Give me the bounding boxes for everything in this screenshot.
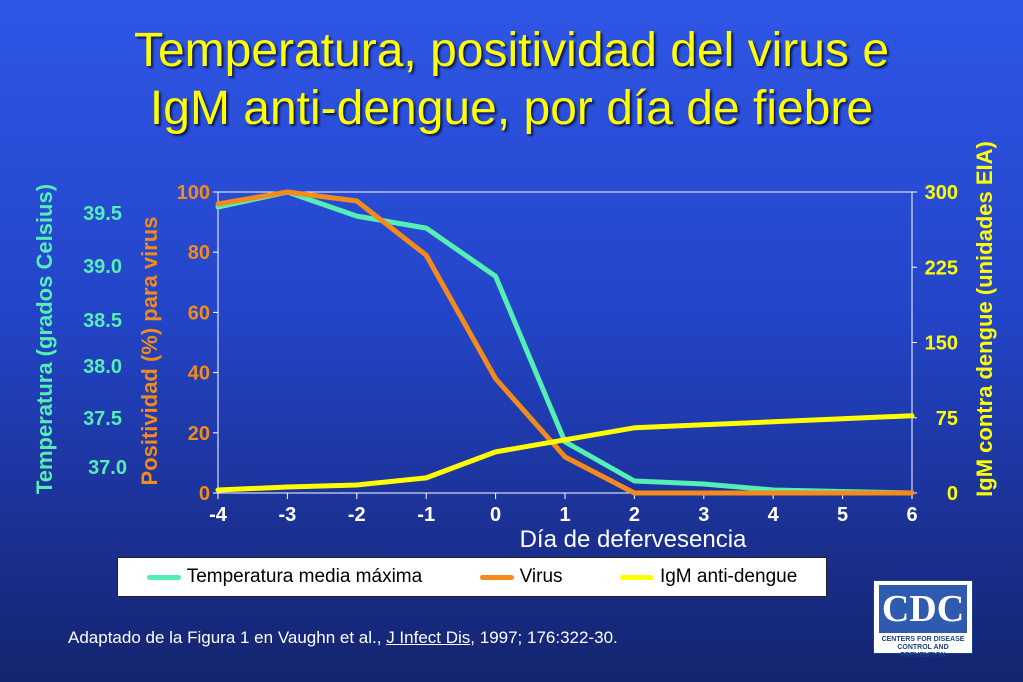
series-layer [215, 189, 915, 496]
virus-tick-label: 60 [188, 302, 210, 324]
x-tick-label: 3 [698, 504, 709, 526]
x-tick-label: -1 [417, 504, 435, 526]
igm-tick-label: 150 [925, 333, 958, 355]
x-tick-label: 2 [629, 504, 640, 526]
cdc-logo: CDC CENTERS FOR DISEASE CONTROL AND PREV… [873, 580, 973, 659]
igm-tick-label: 0 [947, 483, 958, 505]
virus-tick-label: 100 [177, 182, 210, 204]
virus-tick-label: 80 [188, 242, 210, 264]
x-tick-label: -4 [209, 504, 228, 526]
series-line [215, 413, 915, 493]
legend-item: Temperatura media máxima [146, 566, 423, 588]
series-line [215, 189, 915, 496]
temperature-tick-label: 38.5 [83, 310, 122, 332]
axes-layer: -4 -3 -2 -1 0 1 2 3 4 5 6 100 80 60 40 20 0 300 225 150 75 0 3… [83, 182, 958, 526]
cdc-logo-mark: CDC [879, 585, 967, 633]
cdc-logo-sub2: CONTROL AND PREVENTION [897, 644, 949, 659]
x-tick-label: 6 [906, 504, 917, 526]
cdc-logo-subtitle: CENTERS FOR DISEASE CONTROL AND PREVENTI… [876, 636, 970, 660]
temperature-tick-label: 37.0 [88, 457, 127, 479]
x-tick-label: -3 [279, 504, 297, 526]
citation-journal-link[interactable]: J Infect Dis [386, 628, 471, 647]
legend-swatch [619, 574, 654, 580]
x-tick-label: -2 [348, 504, 366, 526]
igm-tick-label: 225 [925, 257, 958, 279]
legend-label: Temperatura media máxima [186, 566, 423, 587]
plot-area-frame [217, 191, 913, 494]
temperature-tick-label: 38.0 [83, 356, 122, 378]
legend-label: Virus [519, 566, 563, 587]
x-tick-label: 1 [559, 504, 570, 526]
legend-swatch [146, 574, 181, 580]
citation: Adaptado de la Figura 1 en Vaughn et al.… [68, 628, 618, 648]
chart-title-line1: Temperatura, positividad del virus e [133, 24, 890, 77]
chart-legend: Temperatura media máxima Virus IgM anti-de… [117, 557, 827, 597]
temperature-tick-label: 39.5 [83, 203, 122, 225]
x-tick-label: 5 [837, 504, 848, 526]
citation-prefix: Adaptado de la Figura 1 en Vaughn et al.… [68, 628, 387, 647]
x-tick-label: 4 [768, 504, 780, 526]
igm-tick-label: 75 [936, 408, 958, 430]
cdc-logo-sub1: CENTERS FOR DISEASE [881, 636, 965, 643]
x-axis-label: Día de defervesencia [520, 526, 747, 553]
temperature-tick-label: 37.5 [83, 408, 122, 430]
virus-tick-label: 20 [188, 423, 210, 445]
virus-tick-label: 40 [188, 363, 210, 385]
citation-suffix: , 1997; 176:322-30. [470, 628, 618, 647]
legend-swatch [479, 574, 514, 580]
legend-item: IgM anti-dengue [619, 566, 798, 588]
legend-label: IgM anti-dengue [659, 566, 798, 587]
igm-tick-label: 300 [925, 182, 958, 204]
series-line [215, 189, 915, 496]
temperature-tick-label: 39.0 [83, 256, 122, 278]
chart-title: Temperatura, positividad del virus e IgM… [0, 22, 1023, 138]
legend-item: Virus [479, 566, 563, 588]
x-tick-label: 0 [490, 504, 501, 526]
virus-tick-label: 0 [199, 483, 210, 505]
chart-title-line2: IgM anti-dengue, por día de fiebre [149, 82, 874, 135]
